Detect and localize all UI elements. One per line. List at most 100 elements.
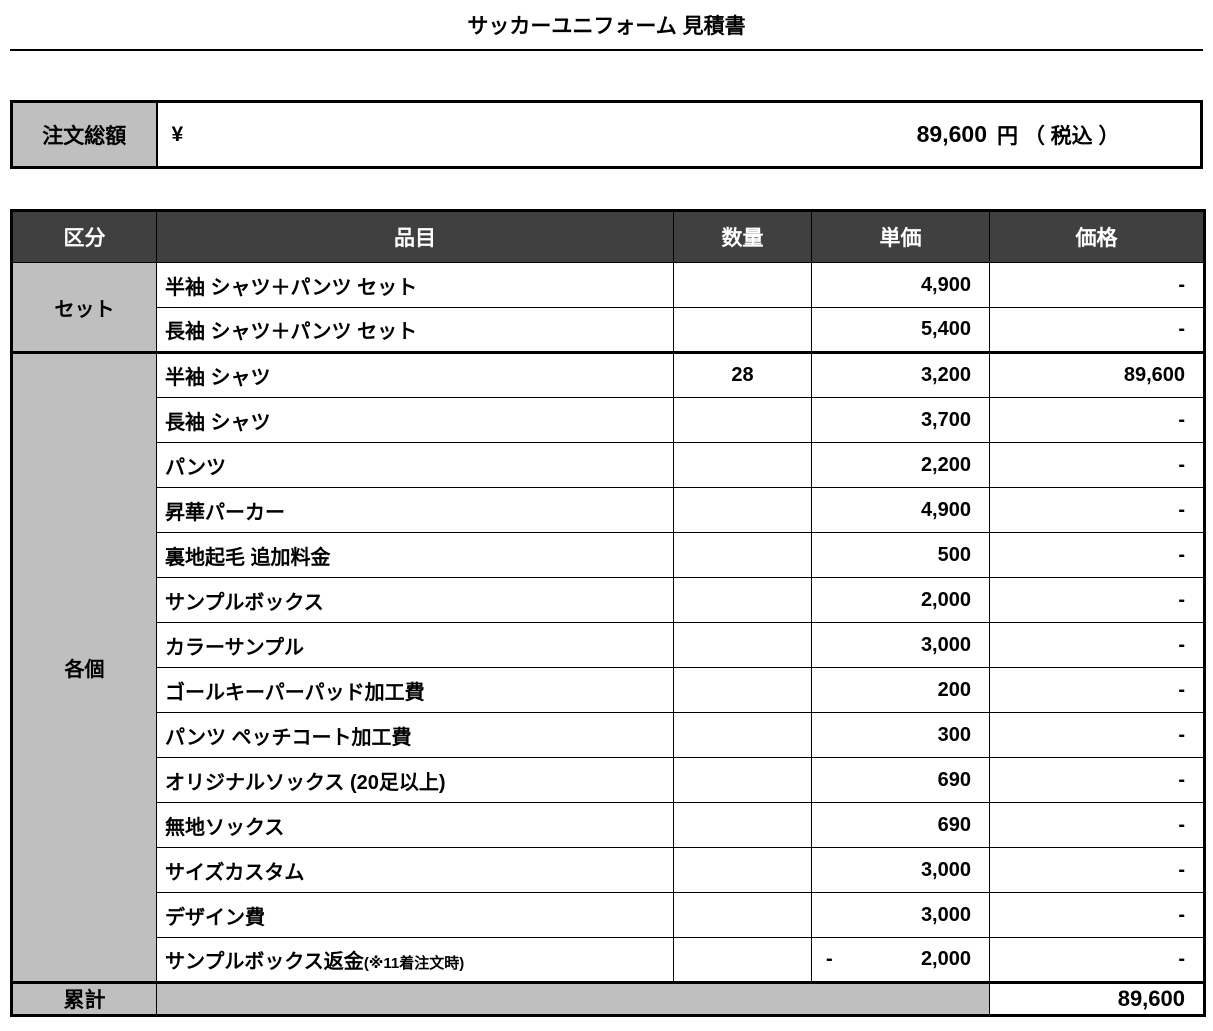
item-cell: カラーサンプル: [156, 622, 674, 668]
price-cell: -: [989, 712, 1205, 758]
table-row: カラーサンプル 3,000 -: [12, 622, 1205, 668]
qty-cell: [673, 577, 812, 623]
item-cell: 長袖 シャツ＋パンツ セット: [156, 307, 674, 353]
unit-price-cell: 4,900: [811, 262, 990, 308]
unit-price-cell: 690: [811, 802, 990, 848]
price-cell: -: [989, 532, 1205, 578]
unit-price-cell: 200: [811, 667, 990, 713]
order-total-label: 注文総額: [10, 100, 158, 169]
item-cell: 半袖 シャツ: [156, 351, 674, 398]
table-row: サンプルボックス 2,000 -: [12, 577, 1205, 623]
price-cell: -: [989, 487, 1205, 533]
table-row: 長袖 シャツ 3,700 -: [12, 397, 1205, 443]
table-row: 無地ソックス 690 -: [12, 802, 1205, 848]
price-cell: -: [989, 802, 1205, 848]
qty-cell: [673, 712, 812, 758]
total-label: 累計: [11, 981, 157, 1016]
item-cell: 昇華パーカー: [156, 487, 674, 533]
table-row: パンツ 2,200 -: [12, 442, 1205, 488]
total-row: 累計 89,600: [11, 981, 1205, 1016]
unit-price-cell: 3,000: [811, 892, 990, 938]
item-cell: 裏地起毛 追加料金: [156, 532, 674, 578]
unit-price-cell: - 2,000: [811, 937, 990, 983]
table-row: 長袖 シャツ＋パンツ セット 5,400 -: [12, 307, 1205, 353]
table-row: オリジナルソックス (20足以上) 690 -: [12, 757, 1205, 803]
table-row: 各個 半袖 シャツ 28 3,200 89,600: [11, 351, 1205, 983]
price-cell: -: [989, 937, 1205, 983]
quotation-table: 区分 品目 数量 単価 価格 セット 半袖 シャツ＋パンツ セット 4,900 …: [10, 209, 1206, 1017]
col-header-qty: 数量: [673, 210, 812, 263]
category-cell-individual: 各個: [11, 351, 157, 983]
qty-cell: [673, 397, 812, 443]
item-cell: 半袖 シャツ＋パンツ セット: [156, 262, 674, 308]
price-cell: -: [989, 667, 1205, 713]
qty-cell: [673, 847, 812, 893]
price-cell: -: [989, 262, 1205, 308]
unit-price-cell: 690: [811, 757, 990, 803]
order-total-table: 注文総額 ¥ 89,600 円 （ 税込 ）: [10, 100, 1203, 169]
table-row: デザイン費 3,000 -: [12, 892, 1205, 938]
price-cell: -: [989, 622, 1205, 668]
item-cell: ゴールキーパーパッド加工費: [156, 667, 674, 713]
price-cell: -: [989, 757, 1205, 803]
item-cell: パンツ: [156, 442, 674, 488]
currency-symbol: ¥: [171, 122, 184, 146]
item-cell: 長袖 シャツ: [156, 397, 674, 443]
qty-cell: [673, 532, 812, 578]
price-cell: -: [989, 307, 1205, 353]
minus-sign: -: [826, 948, 833, 970]
table-row: サイズカスタム 3,000 -: [12, 847, 1205, 893]
qty-cell: [673, 262, 812, 308]
item-cell: オリジナルソックス (20足以上): [156, 757, 674, 803]
col-header-item: 品目: [156, 210, 674, 263]
item-cell: 無地ソックス: [156, 802, 674, 848]
unit-price-cell: 3,200: [811, 351, 990, 398]
unit-price-cell: 4,900: [811, 487, 990, 533]
price-cell: -: [989, 577, 1205, 623]
qty-cell: [673, 622, 812, 668]
unit-price-value: 2,000: [920, 948, 971, 970]
item-cell: サンプルボックス: [156, 577, 674, 623]
order-total-amount: 89,600: [916, 121, 987, 147]
table-row: 昇華パーカー 4,900 -: [12, 487, 1205, 533]
col-header-price: 価格: [989, 210, 1205, 263]
table-row: セット 半袖 シャツ＋パンツ セット 4,900 -: [11, 262, 1205, 353]
total-price: 89,600: [989, 981, 1205, 1016]
page-title: サッカーユニフォーム 見積書: [467, 15, 746, 38]
unit-price-cell: 300: [811, 712, 990, 758]
qty-cell: [673, 892, 812, 938]
table-row: パンツ ペッチコート加工費 300 -: [12, 712, 1205, 758]
qty-cell: [673, 307, 812, 353]
unit-price-cell: 3,000: [811, 622, 990, 668]
table-row: ゴールキーパーパッド加工費 200 -: [12, 667, 1205, 713]
col-header-category: 区分: [11, 210, 157, 263]
price-cell: -: [989, 442, 1205, 488]
order-total-value-cell: ¥ 89,600 円 （ 税込 ）: [155, 100, 1203, 169]
unit-price-cell: 5,400: [811, 307, 990, 353]
qty-cell: [673, 442, 812, 488]
unit-price-cell: 3,000: [811, 847, 990, 893]
qty-cell: [673, 487, 812, 533]
qty-cell: [673, 937, 812, 983]
qty-cell: 28: [673, 351, 812, 398]
item-cell: サイズカスタム: [156, 847, 674, 893]
item-cell: デザイン費: [156, 892, 674, 938]
table-row: サンプルボックス返金(※11着注文時) - 2,000 -: [12, 937, 1205, 983]
item-cell: パンツ ペッチコート加工費: [156, 712, 674, 758]
unit-price-cell: 2,200: [811, 442, 990, 488]
item-label: サンプルボックス返金: [165, 951, 364, 973]
price-cell: -: [989, 847, 1205, 893]
table-row: 裏地起毛 追加料金 500 -: [12, 532, 1205, 578]
qty-cell: [673, 757, 812, 803]
unit-price-cell: 3,700: [811, 397, 990, 443]
item-note: (※11着注文時): [363, 955, 465, 972]
order-total-row: 注文総額 ¥ 89,600 円 （ 税込 ）: [10, 100, 1203, 169]
col-header-unit-price: 単価: [811, 210, 990, 263]
category-cell-set: セット: [11, 262, 157, 353]
total-filler: [156, 981, 990, 1016]
order-total-unit: 円 （ 税込 ）: [997, 124, 1120, 148]
price-cell: -: [989, 892, 1205, 938]
qty-cell: [673, 802, 812, 848]
price-cell: -: [989, 397, 1205, 443]
